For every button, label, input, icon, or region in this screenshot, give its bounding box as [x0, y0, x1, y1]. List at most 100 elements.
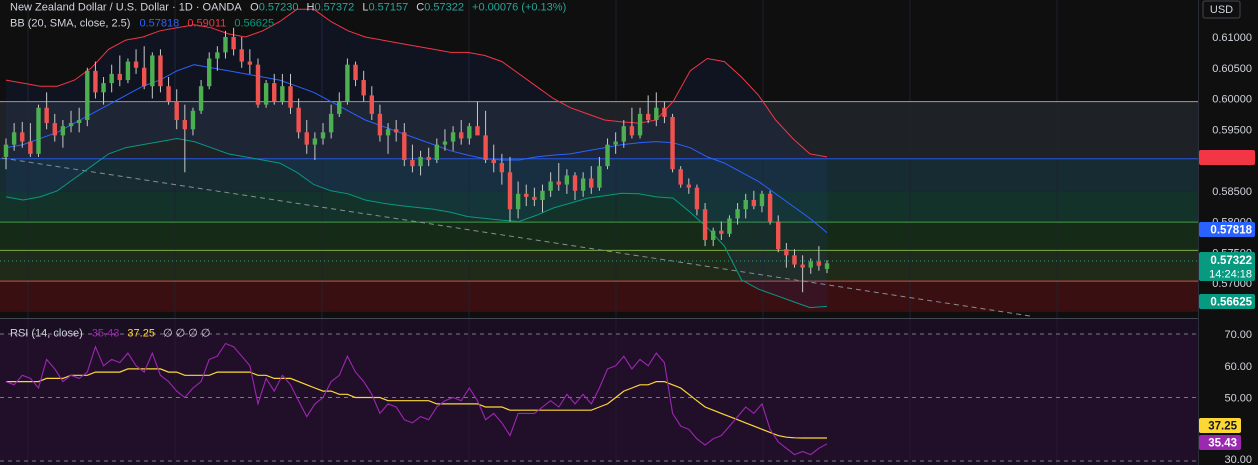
candle: [426, 147, 431, 167]
candle: [418, 150, 423, 176]
candle: [792, 249, 797, 268]
candle: [524, 184, 529, 207]
candle: [101, 76, 106, 105]
bollinger-upper-line: [5, 8, 828, 158]
candle: [605, 138, 610, 170]
candle: [751, 190, 757, 210]
rsi-legend-label: RSI (14, close): [10, 328, 83, 340]
rsi-line: [5, 342, 828, 456]
candle-body: [361, 80, 366, 96]
candle-body: [207, 58, 212, 87]
candle-body: [727, 218, 732, 234]
candle-body: [76, 120, 82, 124]
open-label: O: [250, 2, 259, 14]
candle: [296, 98, 301, 139]
candle: [434, 138, 440, 164]
candle-body: [166, 86, 171, 102]
candle: [483, 110, 488, 164]
candle: [824, 260, 830, 274]
rsi-ma-line: [6, 368, 827, 439]
last-price-badge: [1199, 252, 1255, 281]
candle: [36, 104, 41, 157]
candle-body: [654, 107, 659, 121]
candle-body: [320, 132, 326, 139]
bb-lower-badge-text: 0.56625: [1210, 297, 1252, 309]
candle: [52, 113, 57, 142]
rsi-axis-ticks: 70.00 60.00 50.00 30.00: [1224, 329, 1252, 465]
candle: [304, 120, 309, 154]
candle: [784, 243, 789, 268]
candle-body: [686, 184, 692, 188]
candle-body: [101, 83, 106, 93]
candle-body: [353, 64, 358, 81]
candle-body: [459, 132, 464, 139]
candle-body: [85, 70, 90, 121]
bb-legend[interactable]: BB (20, SMA, close, 2.5) 0.57818 0.59011…: [10, 18, 274, 30]
candle: [166, 76, 171, 105]
candle-body: [255, 64, 261, 105]
rsi-legend[interactable]: RSI (14, close) 35.43 37.25 ∅ ∅ ∅ ∅: [10, 328, 211, 340]
candle-body: [312, 138, 318, 145]
candle-body: [767, 193, 773, 222]
candle: [702, 203, 708, 247]
candle-body: [776, 221, 781, 250]
candles: [3, 27, 830, 293]
candle-body: [824, 263, 830, 269]
candle: [182, 104, 188, 173]
bb-basis-badge-text: 0.57818: [1210, 225, 1252, 237]
candle-body: [304, 132, 309, 145]
candle-body: [792, 255, 797, 265]
candle: [548, 172, 553, 197]
candle-body: [784, 249, 789, 256]
candle-body: [369, 95, 374, 114]
symbol-legend[interactable]: New Zealand Dollar / U.S. Dollar · 1D · …: [10, 2, 566, 14]
price-tick-label: 0.60000: [1212, 94, 1252, 106]
candle-body: [515, 193, 521, 210]
candle-body: [808, 261, 813, 268]
candle-body: [109, 73, 114, 84]
currency-button[interactable]: [1202, 0, 1241, 19]
candle: [11, 123, 17, 151]
candle: [141, 46, 147, 90]
candle: [345, 58, 350, 105]
candle: [645, 95, 651, 124]
rsi-legend-na: ∅ ∅ ∅ ∅: [163, 328, 211, 340]
candle: [556, 163, 561, 191]
candle: [207, 52, 212, 90]
candle-body: [548, 181, 553, 191]
bb-legend-lower: 0.56625: [234, 18, 274, 30]
candle-body: [426, 156, 431, 160]
candle-body: [629, 126, 635, 136]
candle-body: [418, 156, 423, 167]
candle: [272, 73, 277, 105]
currency-label: USD: [1210, 4, 1233, 16]
candle: [710, 227, 716, 247]
candle: [767, 190, 773, 225]
bb-upper-badge: [1199, 150, 1255, 165]
candle-body: [182, 120, 188, 130]
bb-legend-upper: 0.59011: [187, 18, 226, 30]
candle-body: [385, 129, 391, 136]
bb-legend-basis: 0.57818: [140, 18, 180, 30]
candle-body: [491, 160, 496, 164]
candle-body: [117, 73, 123, 81]
candle-body: [556, 181, 561, 185]
candle-body: [710, 230, 716, 240]
candle-body: [60, 126, 66, 136]
candle: [174, 89, 179, 130]
price-tick-label: 0.58500: [1212, 186, 1252, 198]
candle-body: [296, 107, 301, 133]
candle: [694, 184, 700, 216]
candle: [808, 258, 813, 274]
candle: [743, 193, 748, 219]
candle: [385, 123, 391, 154]
candle-body: [28, 141, 33, 154]
candle-body: [68, 123, 74, 127]
trendline[interactable]: [1, 157, 1031, 317]
last-price-badge-text: 0.57322: [1210, 255, 1252, 267]
price-zones: [0, 101, 1198, 312]
candle: [662, 101, 667, 124]
price-tick-label: 0.59500: [1212, 124, 1252, 136]
